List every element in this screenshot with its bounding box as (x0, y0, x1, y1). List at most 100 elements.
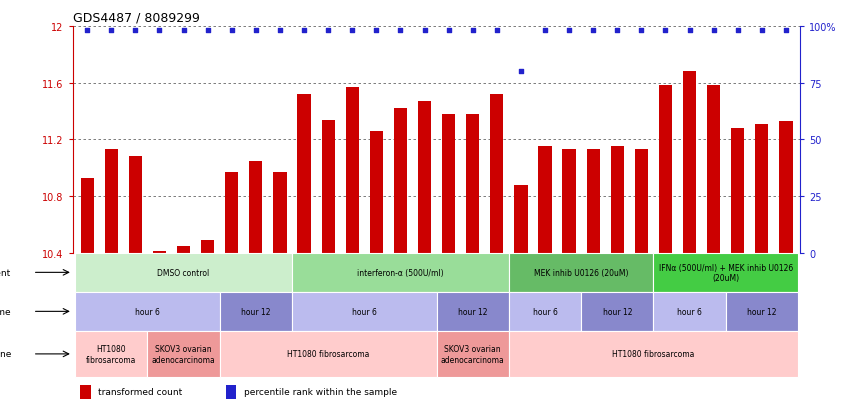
Point (321, 28, 335, 35)
Text: hour 12: hour 12 (603, 307, 632, 316)
Bar (80, 178, 94, 253)
Text: agent: agent (0, 268, 11, 277)
Point (538, 28, 552, 35)
Point (104, 28, 118, 35)
Bar (322, 120, 335, 253)
Bar (346, 88, 359, 253)
Bar (683, 72, 696, 253)
Point (610, 28, 624, 35)
Point (466, 28, 479, 35)
Bar (653, 292, 726, 331)
Bar (225, 385, 236, 399)
Bar (586, 150, 600, 253)
Point (562, 28, 576, 35)
Point (779, 28, 793, 35)
Bar (726, 292, 798, 331)
Text: GDS4487 / 8089299: GDS4487 / 8089299 (73, 11, 199, 24)
Bar (75, 253, 292, 292)
Bar (634, 150, 648, 253)
Bar (75, 292, 220, 331)
Text: HT1080 fibrosarcoma: HT1080 fibrosarcoma (287, 349, 369, 358)
Point (152, 28, 166, 35)
Bar (292, 292, 437, 331)
Text: HT1080
fibrosarcoma: HT1080 fibrosarcoma (86, 344, 136, 364)
Bar (581, 292, 653, 331)
Bar (370, 132, 383, 253)
Point (249, 28, 263, 35)
Point (418, 28, 431, 35)
Bar (418, 102, 431, 253)
Text: HT1080 fibrosarcoma: HT1080 fibrosarcoma (612, 349, 694, 358)
Bar (779, 122, 793, 253)
Text: percentile rank within the sample: percentile rank within the sample (244, 387, 397, 396)
Point (514, 69, 528, 76)
Text: transformed count: transformed count (98, 387, 182, 396)
Point (490, 28, 503, 35)
Bar (201, 240, 214, 253)
Bar (508, 253, 653, 292)
Bar (75, 331, 147, 377)
Bar (147, 331, 220, 377)
Text: hour 6: hour 6 (352, 307, 377, 316)
Bar (153, 252, 166, 253)
Point (683, 28, 697, 35)
Point (345, 28, 359, 35)
Bar (437, 331, 508, 377)
Bar (128, 157, 142, 253)
Text: cell line: cell line (0, 349, 11, 358)
Text: hour 6: hour 6 (677, 307, 702, 316)
Point (755, 28, 769, 35)
Bar (225, 173, 239, 253)
Bar (292, 253, 508, 292)
Bar (220, 292, 292, 331)
Bar (562, 150, 576, 253)
Point (731, 28, 745, 35)
Text: interferon-α (500U/ml): interferon-α (500U/ml) (357, 268, 443, 277)
Bar (273, 173, 287, 253)
Point (80, 28, 94, 35)
Text: time: time (0, 307, 11, 316)
Bar (755, 124, 769, 253)
Bar (80, 385, 91, 399)
Bar (731, 129, 745, 253)
Bar (707, 86, 720, 253)
Bar (659, 86, 672, 253)
Bar (177, 246, 190, 253)
Bar (508, 331, 798, 377)
Text: hour 6: hour 6 (135, 307, 160, 316)
Bar (394, 109, 407, 253)
Bar (437, 292, 508, 331)
Bar (220, 331, 437, 377)
Point (128, 28, 142, 35)
Text: SKOV3 ovarian
adenocarcinoma: SKOV3 ovarian adenocarcinoma (152, 344, 216, 364)
Bar (249, 161, 263, 253)
Point (586, 28, 600, 35)
Point (634, 28, 648, 35)
Bar (508, 292, 581, 331)
Point (658, 28, 672, 35)
Point (442, 28, 455, 35)
Text: DMSO control: DMSO control (158, 268, 210, 277)
Bar (514, 185, 527, 253)
Text: hour 12: hour 12 (241, 307, 270, 316)
Text: IFNα (500U/ml) + MEK inhib U0126
(20uM): IFNα (500U/ml) + MEK inhib U0126 (20uM) (658, 263, 793, 282)
Text: MEK inhib U0126 (20uM): MEK inhib U0126 (20uM) (534, 268, 628, 277)
Bar (538, 147, 551, 253)
Point (273, 28, 287, 35)
Bar (610, 147, 624, 253)
Point (297, 28, 311, 35)
Point (176, 28, 190, 35)
Point (370, 28, 383, 35)
Bar (653, 253, 798, 292)
Bar (442, 114, 455, 253)
Point (394, 28, 407, 35)
Text: SKOV3 ovarian
adenocarcinoma: SKOV3 ovarian adenocarcinoma (441, 344, 504, 364)
Bar (490, 95, 503, 253)
Point (707, 28, 721, 35)
Point (225, 28, 239, 35)
Text: hour 6: hour 6 (532, 307, 557, 316)
Bar (104, 150, 118, 253)
Bar (466, 114, 479, 253)
Bar (297, 95, 311, 253)
Text: hour 12: hour 12 (458, 307, 487, 316)
